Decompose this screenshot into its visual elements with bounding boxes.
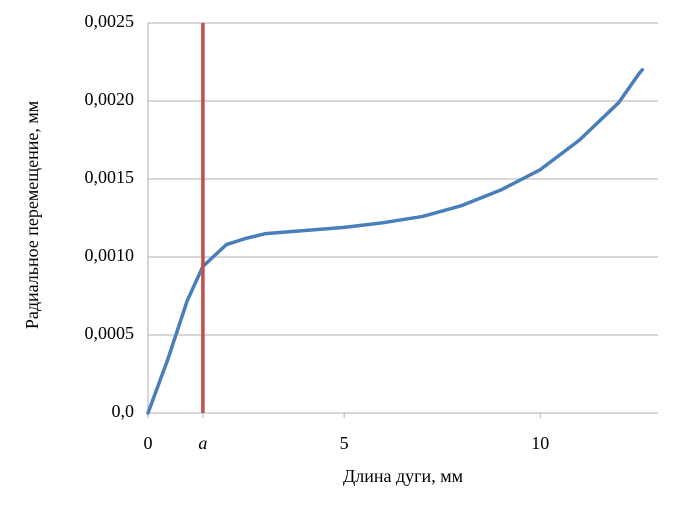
x-tick-label: 5 (340, 433, 349, 453)
y-tick-label: 0,0025 (85, 11, 135, 31)
y-axis-title: Радиальное перемещение, мм (22, 101, 42, 329)
y-tick-label: 0,0010 (85, 245, 135, 265)
y-tick-label: 0,0005 (85, 323, 135, 343)
x-tick-label: 10 (531, 433, 549, 453)
y-tick-label: 0,0 (112, 401, 135, 421)
x-axis-title: Длина дуги, мм (343, 466, 463, 486)
x-tick-label: a (198, 433, 207, 453)
y-tick-label: 0,0015 (85, 167, 135, 187)
data-line (146, 68, 645, 415)
y-tick-label: 0,0020 (85, 89, 135, 109)
x-tick-label: 0 (144, 433, 153, 453)
